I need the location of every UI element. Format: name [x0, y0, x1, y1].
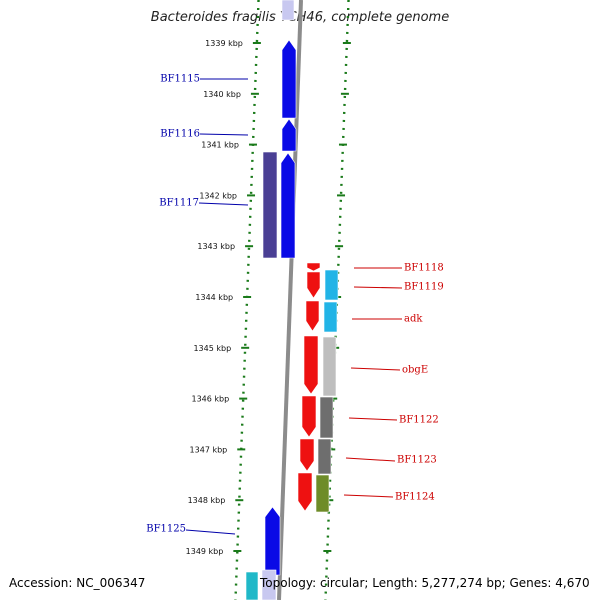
- gene-BF1115: [281, 39, 297, 119]
- tick-label: 1339 kbp: [205, 39, 243, 48]
- tick-label: 1348 kbp: [188, 496, 226, 505]
- cog-box-2: [323, 301, 338, 333]
- gene-BF1125: [264, 506, 281, 576]
- gene-label: BF1122: [399, 415, 439, 426]
- gene-label: BF1125: [146, 524, 186, 535]
- gene-label-leader: [353, 286, 403, 289]
- gene-label-leader: [199, 133, 249, 136]
- gene-purple: [262, 151, 278, 259]
- gene-label: adk: [404, 314, 423, 325]
- gene-partial-top: [281, 0, 295, 21]
- gene-partial-cyan: [245, 571, 259, 600]
- gene-label-leader: [343, 494, 394, 498]
- cog-box-1: [324, 269, 339, 301]
- tick-label: 1343 kbp: [197, 242, 235, 251]
- genome-backbone: [277, 0, 303, 600]
- cog-box-6: [315, 474, 330, 513]
- tick-label: 1342 kbp: [199, 191, 237, 200]
- gene-BF1122: [301, 395, 317, 438]
- gene-obgE: [303, 335, 319, 395]
- tick-label: 1344 kbp: [195, 293, 233, 302]
- gene-label: BF1118: [404, 263, 444, 274]
- tick-label: 1347 kbp: [190, 445, 228, 454]
- genome-info-text: Topology: circular; Length: 5,277,274 bp…: [260, 576, 590, 590]
- tick-label: 1349 kbp: [186, 547, 224, 556]
- tick-label: 1340 kbp: [203, 90, 241, 99]
- cog-box-3: [322, 336, 337, 397]
- cog-box-5: [317, 438, 332, 475]
- gene-label: obgE: [402, 365, 428, 376]
- gene-label-leader: [345, 457, 396, 462]
- gene-BF1118: [306, 262, 321, 272]
- gene-BF1119: [306, 271, 321, 299]
- tick-label: 1345 kbp: [193, 344, 231, 353]
- gene-label: BF1115: [160, 74, 200, 85]
- gene-label-leader: [350, 367, 401, 371]
- gene-label: BF1117: [159, 198, 199, 209]
- gene-BF1116: [281, 118, 297, 152]
- gene-label: BF1124: [395, 492, 435, 503]
- gene-BF1124: [297, 472, 313, 512]
- gene-label: BF1119: [404, 282, 444, 293]
- gene-partial-bottom: [261, 569, 277, 600]
- gene-label: BF1123: [397, 455, 437, 466]
- gene-label: BF1116: [160, 129, 200, 140]
- gene-adk: [305, 300, 320, 332]
- gene-label-leader: [185, 529, 236, 535]
- gene-BF1123: [299, 438, 315, 472]
- tick-label: 1341 kbp: [201, 141, 239, 150]
- gene-label-leader: [348, 417, 398, 421]
- tick-label: 1346 kbp: [192, 395, 230, 404]
- gene-BF1117: [280, 152, 296, 259]
- cog-box-4: [319, 396, 334, 439]
- gene-label-leader: [198, 202, 249, 206]
- accession-text: Accession: NC_006347: [9, 576, 146, 590]
